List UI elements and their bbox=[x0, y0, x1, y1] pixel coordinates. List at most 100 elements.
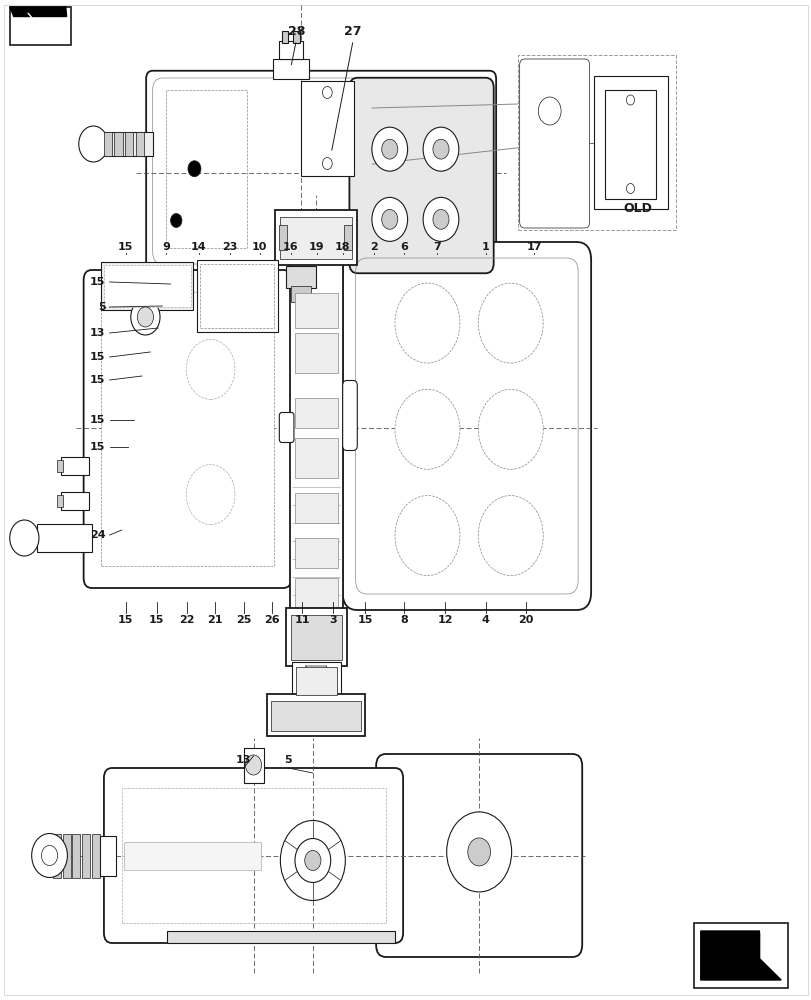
Circle shape bbox=[186, 465, 234, 525]
Bar bbox=[294, 493, 337, 523]
FancyBboxPatch shape bbox=[375, 754, 581, 957]
Circle shape bbox=[394, 283, 459, 363]
Bar bbox=[693, 923, 787, 988]
Text: 5: 5 bbox=[98, 302, 105, 312]
Circle shape bbox=[625, 95, 633, 105]
Polygon shape bbox=[759, 931, 780, 959]
Bar bbox=[57, 460, 63, 472]
Bar bbox=[271, 701, 361, 731]
Bar bbox=[82, 833, 90, 878]
Bar bbox=[92, 833, 100, 878]
Bar bbox=[275, 210, 357, 265]
Text: 20: 20 bbox=[518, 615, 533, 625]
Bar bbox=[10, 7, 71, 45]
Bar bbox=[294, 438, 337, 478]
Circle shape bbox=[478, 496, 543, 576]
Text: 17: 17 bbox=[526, 242, 542, 252]
Circle shape bbox=[280, 820, 345, 900]
Circle shape bbox=[423, 197, 458, 241]
Circle shape bbox=[10, 520, 39, 556]
Circle shape bbox=[381, 139, 397, 159]
Polygon shape bbox=[700, 931, 780, 980]
Bar bbox=[114, 132, 122, 156]
Circle shape bbox=[381, 209, 397, 229]
Circle shape bbox=[478, 283, 543, 363]
Bar bbox=[243, 748, 264, 783]
FancyBboxPatch shape bbox=[104, 768, 402, 943]
Circle shape bbox=[394, 496, 459, 576]
Bar bbox=[200, 264, 274, 328]
Text: 15: 15 bbox=[118, 242, 133, 252]
FancyBboxPatch shape bbox=[146, 71, 496, 278]
Circle shape bbox=[137, 307, 153, 327]
Circle shape bbox=[79, 126, 108, 162]
Bar bbox=[301, 81, 354, 176]
Bar bbox=[291, 286, 311, 302]
Circle shape bbox=[186, 339, 234, 399]
Circle shape bbox=[538, 97, 560, 125]
Circle shape bbox=[446, 812, 511, 892]
Text: 7: 7 bbox=[432, 242, 440, 252]
Text: 23: 23 bbox=[222, 242, 237, 252]
Bar bbox=[294, 398, 337, 428]
Bar bbox=[604, 90, 655, 198]
Text: 9: 9 bbox=[162, 242, 170, 252]
Text: 16: 16 bbox=[282, 242, 298, 252]
Text: 4: 4 bbox=[481, 615, 489, 625]
Text: 22: 22 bbox=[178, 615, 195, 625]
Text: OLD: OLD bbox=[622, 202, 651, 215]
Bar bbox=[278, 41, 303, 59]
Text: 3: 3 bbox=[328, 615, 337, 625]
Bar bbox=[101, 292, 273, 566]
Circle shape bbox=[423, 127, 458, 171]
Text: 6: 6 bbox=[400, 242, 408, 252]
Bar bbox=[280, 217, 352, 259]
Text: 11: 11 bbox=[294, 615, 310, 625]
Bar bbox=[594, 76, 667, 209]
Bar bbox=[166, 931, 394, 943]
Circle shape bbox=[294, 838, 330, 882]
Text: 5: 5 bbox=[284, 755, 292, 765]
Bar bbox=[135, 132, 144, 156]
Bar bbox=[125, 132, 133, 156]
Text: 27: 27 bbox=[344, 25, 362, 38]
Bar bbox=[294, 293, 337, 328]
Bar bbox=[197, 260, 277, 332]
Polygon shape bbox=[305, 666, 326, 688]
Bar bbox=[286, 266, 315, 288]
Bar bbox=[124, 842, 261, 869]
Bar bbox=[62, 833, 71, 878]
Text: 13: 13 bbox=[90, 328, 105, 338]
Circle shape bbox=[32, 833, 67, 878]
Text: 15: 15 bbox=[90, 442, 105, 452]
Bar bbox=[272, 59, 309, 79]
Text: 15: 15 bbox=[90, 375, 105, 385]
Bar bbox=[279, 225, 287, 250]
Circle shape bbox=[625, 184, 633, 194]
Text: 13: 13 bbox=[236, 755, 251, 765]
Bar bbox=[101, 262, 193, 310]
Bar bbox=[295, 667, 337, 695]
Bar bbox=[517, 55, 676, 230]
Circle shape bbox=[373, 132, 457, 236]
Circle shape bbox=[41, 845, 58, 865]
Bar bbox=[100, 836, 116, 876]
Bar bbox=[294, 538, 337, 568]
Circle shape bbox=[478, 389, 543, 469]
FancyBboxPatch shape bbox=[84, 270, 291, 588]
FancyBboxPatch shape bbox=[279, 412, 294, 442]
Circle shape bbox=[371, 127, 407, 171]
Circle shape bbox=[322, 157, 332, 169]
Circle shape bbox=[170, 214, 182, 228]
Circle shape bbox=[432, 209, 448, 229]
Bar bbox=[290, 615, 341, 660]
Bar bbox=[293, 31, 299, 43]
Bar bbox=[61, 457, 89, 475]
Text: 14: 14 bbox=[191, 242, 207, 252]
Text: 15: 15 bbox=[90, 277, 105, 287]
Circle shape bbox=[432, 139, 448, 159]
FancyBboxPatch shape bbox=[519, 59, 589, 228]
Bar bbox=[122, 788, 386, 923]
Text: 24: 24 bbox=[90, 530, 105, 540]
Circle shape bbox=[131, 299, 160, 335]
